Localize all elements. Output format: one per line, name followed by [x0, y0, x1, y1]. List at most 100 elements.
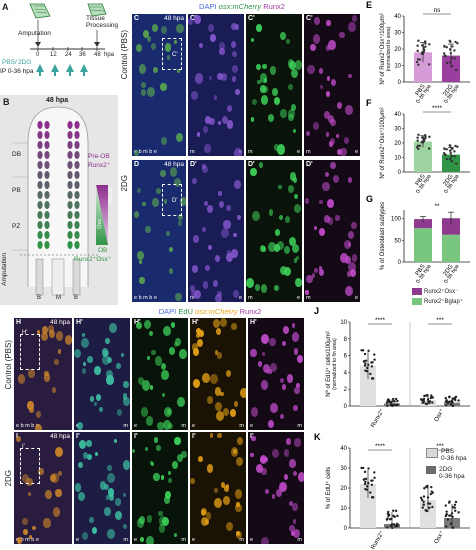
- nucleus-blob: [216, 72, 223, 81]
- nucleus-blob: [107, 488, 115, 498]
- x-tick-sub: 0-36 hpa: [443, 83, 461, 105]
- nucleus-blob: [293, 404, 299, 412]
- y-tick-label: 40: [394, 112, 401, 118]
- micrograph-label: H': [250, 319, 257, 326]
- nucleus-blob: [226, 105, 233, 113]
- nucleus-blob: [181, 450, 187, 458]
- data-point: [421, 44, 425, 47]
- significance-label: **: [434, 203, 440, 210]
- nucleus-blob: [206, 463, 214, 473]
- ob-label: OB: [98, 247, 108, 254]
- inset-label: H': [22, 330, 28, 336]
- data-point: [369, 372, 372, 376]
- nucleus-blob: [132, 449, 136, 454]
- micrograph-label: I': [134, 433, 138, 440]
- nucleus-blob: [122, 493, 126, 498]
- data-point: [422, 495, 426, 498]
- data-point: [426, 394, 429, 397]
- nucleus-blob: [274, 244, 281, 252]
- nucleus-blob: [45, 489, 52, 499]
- data-point: [451, 400, 454, 404]
- bar: [384, 524, 400, 528]
- nucleus-blob: [312, 34, 321, 44]
- nucleus-blob: [336, 134, 340, 139]
- nucleus-blob: [150, 43, 156, 50]
- nucleus-blob: [223, 484, 229, 492]
- data-point: [364, 362, 367, 365]
- schematic-cell: [44, 171, 50, 179]
- nucleus-blob: [199, 330, 205, 338]
- nucleus-blob: [106, 357, 112, 364]
- pre-ob-label: Pre-OB: [88, 153, 110, 160]
- nucleus-blob: [214, 487, 218, 493]
- nucleus-blob: [348, 22, 356, 32]
- nucleus-blob: [351, 222, 357, 230]
- nucleus-blob: [284, 266, 292, 276]
- stacked-bar-segment: [442, 234, 460, 262]
- data-point: [453, 150, 456, 153]
- nucleus-blob: [196, 339, 204, 348]
- micrograph-axis-right: m: [239, 423, 244, 429]
- nucleus-blob: [164, 406, 173, 417]
- nucleus-blob: [164, 43, 172, 52]
- nucleus-blob: [234, 24, 239, 30]
- nucleus-blob: [108, 493, 115, 501]
- nucleus-blob: [304, 198, 310, 205]
- micrograph-axis-left: m: [190, 149, 195, 155]
- micrograph-hi-0-4: H' e m: [248, 318, 304, 430]
- data-point: [421, 136, 424, 139]
- schematic-cell: [67, 231, 73, 239]
- nucleus-blob: [169, 167, 177, 177]
- data-point: [390, 517, 393, 521]
- nucleus-blob: [225, 370, 232, 378]
- micrograph-0-0: C 48 hpa e b m b e C': [132, 14, 186, 156]
- data-point: [430, 394, 433, 397]
- data-point: [443, 54, 447, 57]
- nucleus-blob: [293, 348, 299, 355]
- data-point: [392, 509, 395, 512]
- nucleus-blob: [204, 115, 211, 125]
- nucleus-blob: [294, 203, 302, 213]
- schematic-cell: [67, 241, 73, 249]
- data-point: [431, 396, 434, 399]
- nucleus-blob: [202, 281, 209, 290]
- data-point: [451, 515, 454, 519]
- y-tick-label: 30: [394, 31, 401, 37]
- data-point: [431, 491, 434, 495]
- schematic-cell: [37, 181, 43, 189]
- data-point: [421, 51, 424, 54]
- nucleus-blob: [288, 236, 297, 247]
- nucleus-blob: [213, 280, 219, 288]
- data-point: [393, 515, 396, 519]
- nucleus-blob: [326, 45, 331, 51]
- chart-panel-label: G: [366, 194, 373, 204]
- nucleus-blob: [154, 355, 163, 366]
- data-point: [370, 483, 374, 486]
- nucleus-blob: [216, 328, 222, 335]
- nucleus-blob: [137, 251, 144, 260]
- nucleus-blob: [205, 512, 212, 520]
- micrograph-axis-left: e b m b e: [16, 537, 39, 543]
- data-point: [390, 523, 394, 526]
- nucleus-blob: [192, 378, 200, 389]
- legend-g-swatch-a: [412, 288, 422, 295]
- nucleus-blob: [351, 14, 358, 23]
- data-point: [431, 401, 434, 404]
- data-point: [451, 404, 455, 408]
- data-point: [424, 45, 427, 48]
- nucleus-blob: [48, 329, 55, 338]
- nucleus-blob: [200, 509, 206, 517]
- nucleus-blob: [41, 326, 48, 335]
- nucleus-blob: [340, 147, 347, 156]
- data-point: [370, 496, 374, 499]
- data-point: [450, 65, 454, 68]
- nucleus-blob: [44, 371, 49, 377]
- nucleus-blob: [23, 528, 28, 535]
- tissue-processing-label: Tissue Processing: [86, 15, 119, 29]
- data-point: [428, 135, 431, 139]
- nucleus-blob: [231, 249, 238, 258]
- nucleus-blob: [258, 161, 264, 168]
- nucleus-blob: [346, 270, 352, 277]
- nucleus-blob: [232, 76, 237, 82]
- nucleus-blob: [259, 455, 266, 463]
